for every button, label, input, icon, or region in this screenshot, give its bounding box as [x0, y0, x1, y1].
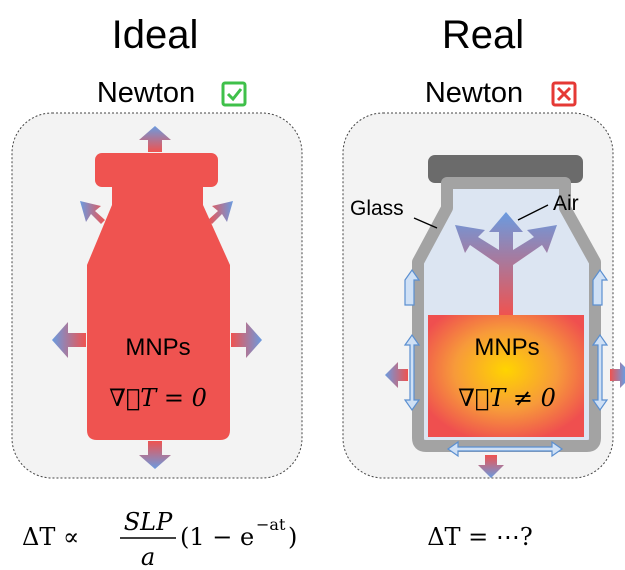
- formula-close: ): [288, 523, 297, 551]
- equation: ∇⃗T = 0: [109, 384, 207, 412]
- formula: ΔT ∝ SLP a (1 − e −at ): [22, 508, 297, 570]
- title: Real: [442, 13, 524, 57]
- ideal-bottle: [87, 153, 230, 440]
- air-label: Air: [553, 192, 579, 215]
- numerator: SLP: [124, 508, 173, 536]
- cross-icon: [551, 81, 577, 107]
- formula-rhs: (1 − e: [180, 523, 254, 551]
- subtitle: Newton: [425, 77, 523, 109]
- heat-arrows: [403, 268, 609, 458]
- label: MNPs: [474, 334, 539, 361]
- pointer: [413, 217, 438, 229]
- formula-lhs: ΔT ∝: [22, 523, 79, 551]
- title: Ideal: [112, 13, 199, 57]
- label: MNPs: [125, 334, 190, 361]
- exponent: −at: [256, 515, 286, 534]
- real-bottle: [412, 155, 601, 452]
- subtitle: Newton: [97, 77, 195, 109]
- heat-arrows: [52, 126, 262, 469]
- pointer: [517, 204, 549, 221]
- heat-arrows: [385, 362, 625, 478]
- denominator: a: [141, 543, 155, 570]
- formula: ΔT = ⋯?: [427, 523, 533, 551]
- check-icon: [221, 81, 247, 107]
- glass-label: Glass: [350, 197, 404, 220]
- equation: ∇⃗T ≠ 0: [458, 384, 556, 412]
